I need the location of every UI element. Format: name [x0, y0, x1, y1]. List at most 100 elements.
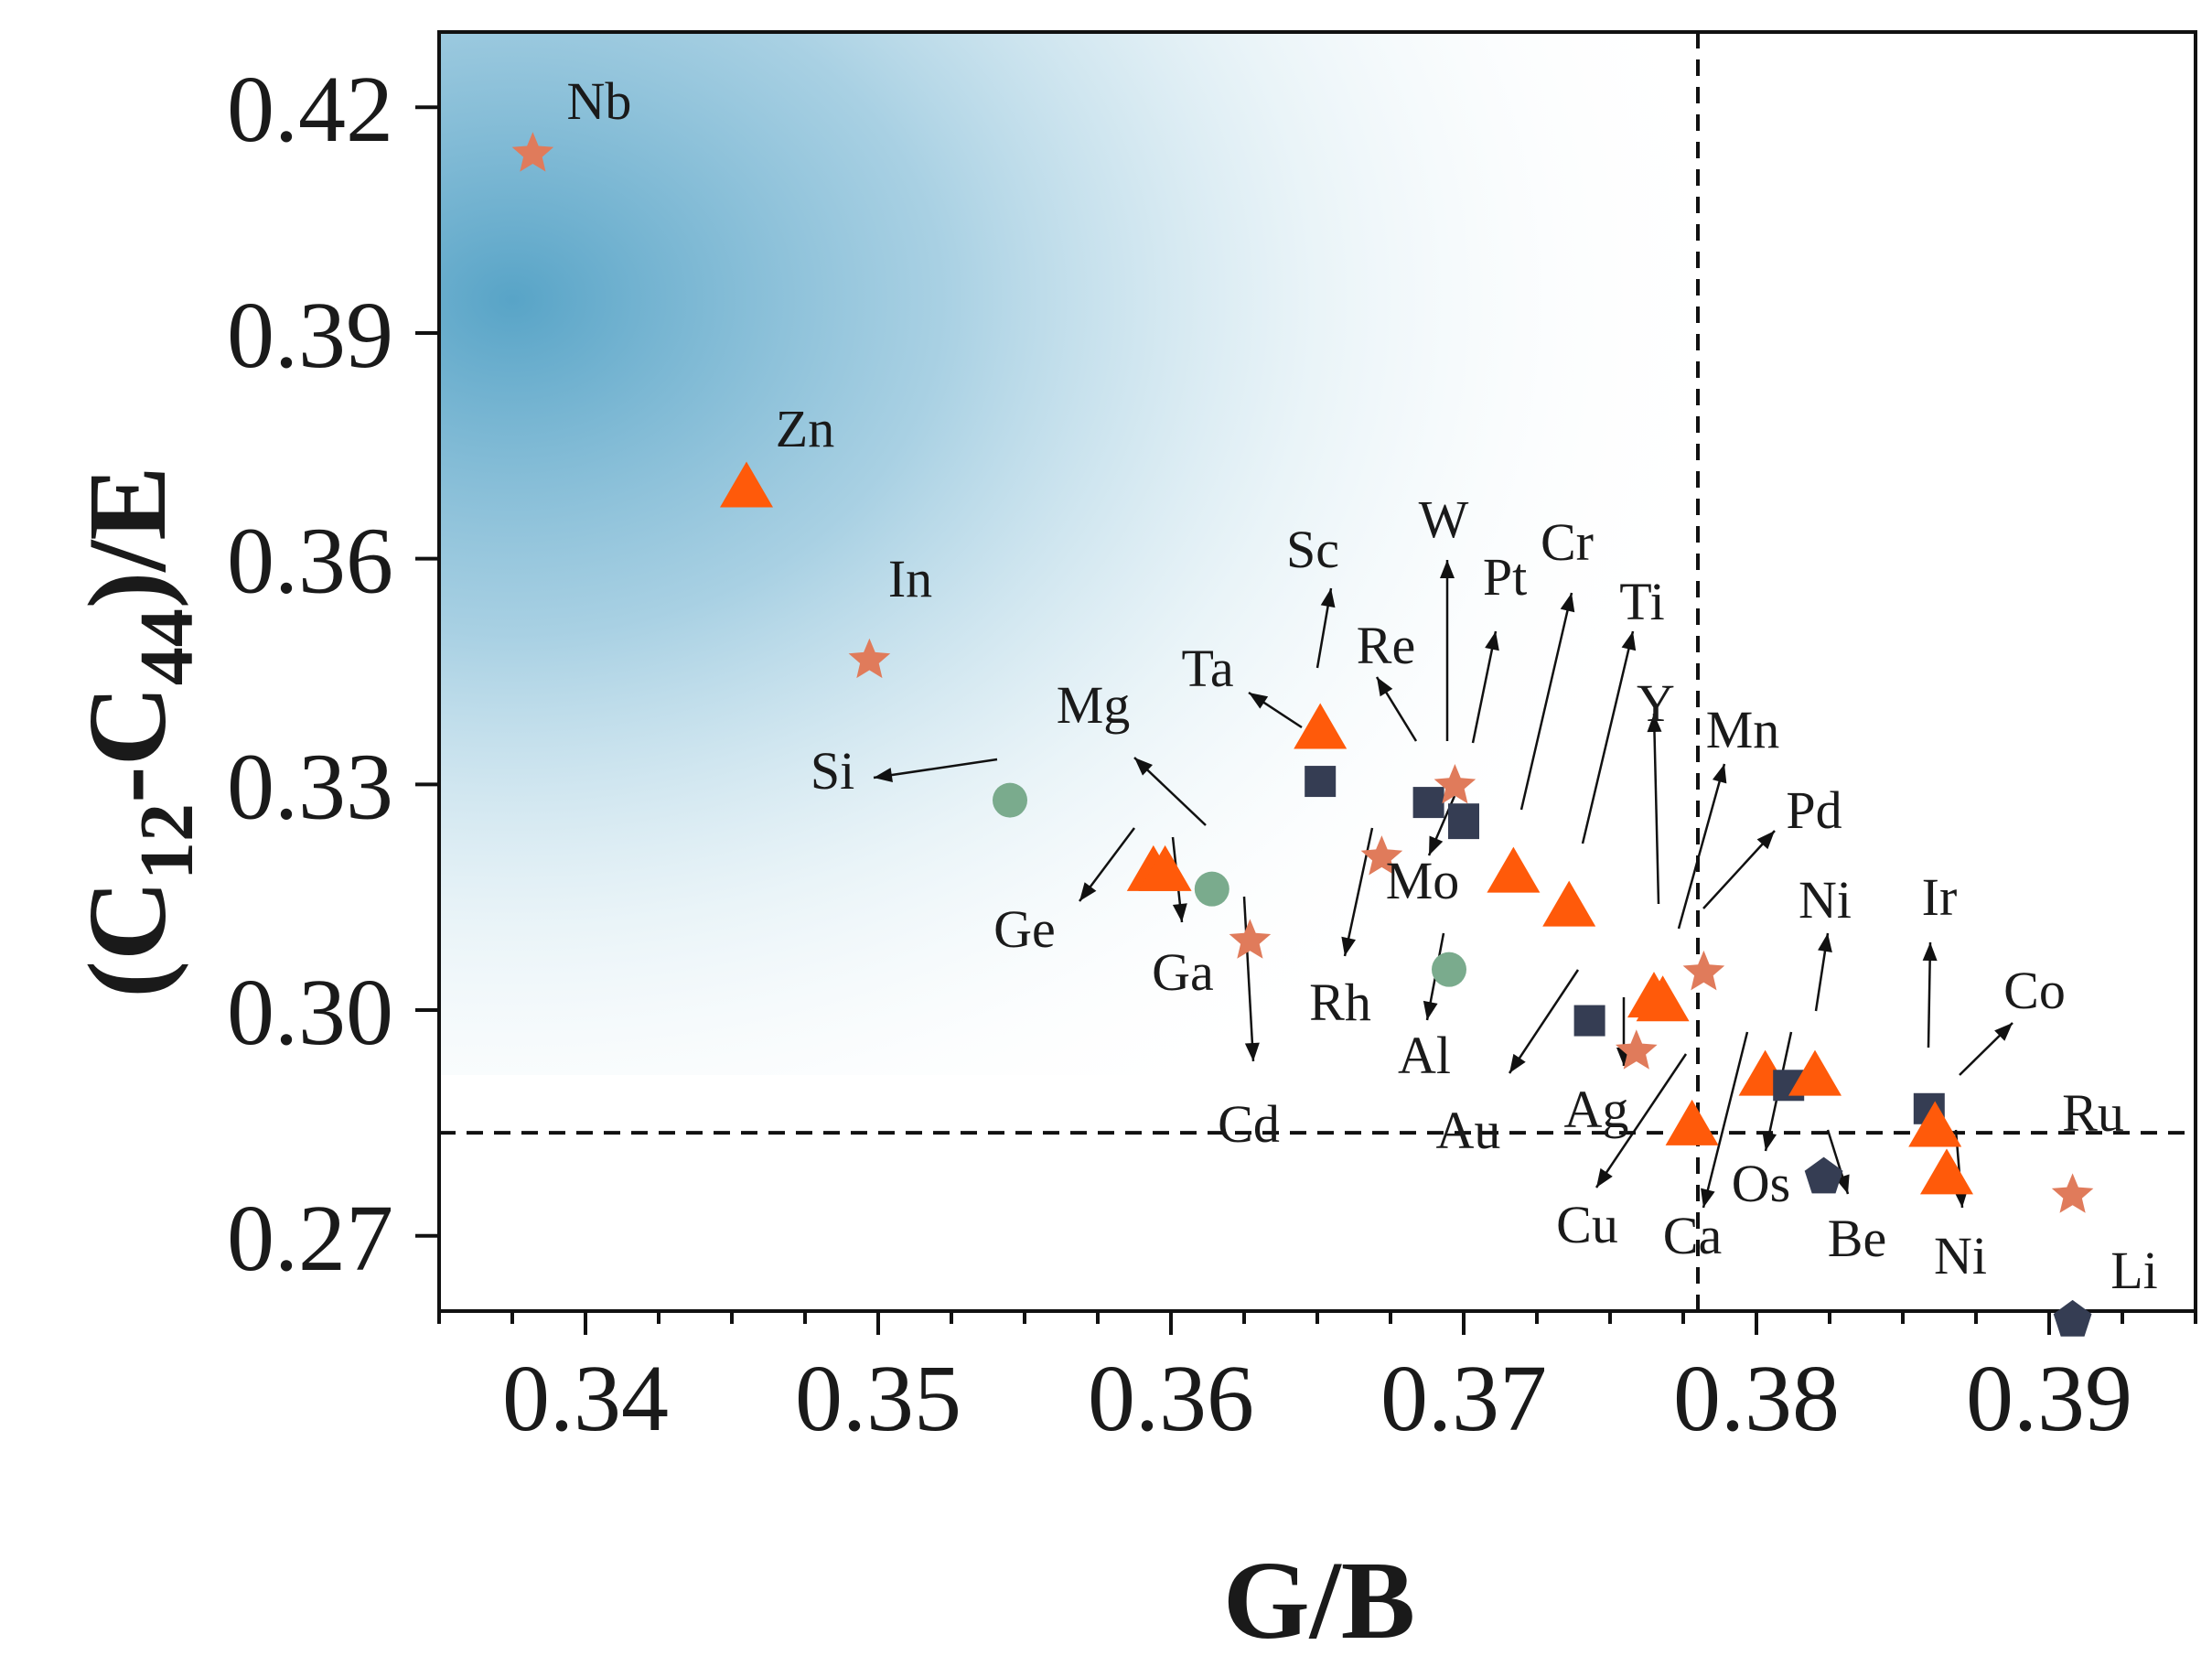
point-label-mo: Mo: [1386, 851, 1460, 910]
marker-au: [1573, 1005, 1605, 1037]
marker-ni: [1920, 1148, 1973, 1195]
annotation-arrowhead: [1249, 693, 1269, 709]
marker-sc: [1294, 703, 1348, 749]
annotation-arrow: [1508, 969, 1580, 1074]
point-label-ir: Ir: [1922, 867, 1958, 927]
marker-pt: [1448, 808, 1479, 840]
annotation-arrowhead: [1172, 903, 1187, 922]
marker-rh: [1360, 835, 1403, 876]
point-label-zn: Zn: [776, 399, 834, 458]
marker-be: [1804, 1156, 1843, 1194]
annotation-arrow: [1343, 827, 1374, 957]
annotation-arrowhead: [1762, 1131, 1777, 1151]
annotation-arrow: [1242, 896, 1255, 1062]
y-tick-label: 0.33: [227, 734, 393, 839]
y-tick-label: 0.27: [227, 1186, 393, 1291]
point-label-re: Re: [1357, 616, 1415, 675]
x-tick-label: 0.37: [1380, 1346, 1547, 1451]
point-label-co: Co: [2003, 961, 2066, 1020]
annotation-arrowhead: [1341, 936, 1357, 956]
marker-al: [1432, 952, 1466, 987]
marker-w: [1434, 764, 1476, 804]
marker-ti: [1542, 880, 1596, 927]
marker-li: [2053, 1299, 2092, 1337]
x-tick-label: 0.39: [1966, 1346, 2132, 1451]
highlight-region: [439, 32, 1697, 1075]
annotation-arrow: [1677, 763, 1726, 930]
point-label-y: Y: [1637, 673, 1675, 733]
y-tick-label: 0.39: [227, 283, 393, 388]
point-label-ag: Ag: [1564, 1080, 1629, 1139]
point-label-cd: Cd: [1218, 1094, 1280, 1154]
annotation-arrowhead: [1429, 835, 1444, 855]
point-label-pd: Pd: [1786, 780, 1842, 840]
annotation-arrowhead: [1712, 764, 1727, 784]
annotation-arrowhead: [1994, 1023, 2013, 1041]
marker-ag: [1616, 1029, 1658, 1070]
point-label-ti: Ti: [1619, 572, 1665, 631]
marker-zn: [720, 461, 773, 508]
marker-mn: [1636, 975, 1690, 1022]
annotation-arrowhead: [1320, 588, 1336, 608]
point-label-ru: Ru: [2062, 1083, 2124, 1143]
annotation-arrowhead: [1244, 1042, 1260, 1061]
annotation-arrowhead: [1647, 714, 1662, 733]
marker-ni: [1788, 1049, 1842, 1096]
annotation-arrowhead: [1756, 831, 1775, 850]
point-label-cu: Cu: [1556, 1195, 1618, 1254]
annotation-arrowhead: [1485, 631, 1499, 651]
annotation-arrowhead: [1423, 1000, 1438, 1020]
point-label-in: In: [888, 549, 932, 608]
point-label-ni: Ni: [1799, 870, 1852, 930]
marker-si: [993, 782, 1027, 818]
point-label-si: Si: [811, 741, 854, 801]
y-axis-title: (C12-C44)/E: [66, 466, 209, 997]
marker-in: [848, 638, 891, 679]
annotation-arrowhead: [1596, 1167, 1613, 1188]
point-label-ta: Ta: [1181, 639, 1233, 698]
x-tick-label: 0.34: [502, 1346, 669, 1451]
annotation-arrow: [1471, 630, 1498, 744]
y-title-tail: )/E: [66, 466, 189, 608]
point-label-pt: Pt: [1483, 547, 1527, 607]
marker-cu: [1665, 1099, 1719, 1145]
annotation-arrowhead: [1134, 758, 1154, 776]
point-label-ge: Ge: [993, 899, 1056, 959]
annotation-arrowhead: [874, 768, 893, 782]
x-axis-title: G/B: [1223, 1539, 1415, 1656]
point-label-cr: Cr: [1541, 512, 1594, 572]
annotation-arrow: [1652, 713, 1660, 905]
annotation-arrow: [1519, 592, 1573, 811]
marker-ga: [1138, 844, 1192, 891]
point-label-al: Al: [1398, 1026, 1451, 1085]
x-tick-label: 0.36: [1088, 1346, 1254, 1451]
point-label-nb: Nb: [567, 71, 632, 131]
marker-pd: [1682, 950, 1725, 991]
annotation-arrowhead: [1440, 560, 1455, 578]
annotation-arrow: [1581, 630, 1635, 844]
marker-cd: [1229, 919, 1272, 959]
point-label-mg: Mg: [1057, 675, 1131, 735]
point-label-rh: Rh: [1309, 973, 1371, 1032]
annotation-arrow: [1702, 1031, 1749, 1209]
marker-mg: [1194, 871, 1229, 907]
annotation-arrowhead: [1079, 882, 1097, 901]
point-label-os: Os: [1732, 1154, 1790, 1213]
annotation-arrowhead: [1922, 942, 1938, 962]
point-label-mn: Mn: [1706, 700, 1780, 759]
y-title-sub2: 44: [124, 608, 209, 685]
annotation-arrowhead: [1377, 677, 1393, 697]
annotation-arrowhead: [1701, 1188, 1715, 1208]
marker-re: [1412, 787, 1444, 819]
point-label-sc: Sc: [1286, 520, 1339, 579]
annotation-arrowhead: [1621, 631, 1637, 651]
point-label-be: Be: [1828, 1209, 1886, 1268]
point-label-ga: Ga: [1152, 942, 1214, 1002]
annotation-arrow: [1595, 1053, 1688, 1188]
x-tick-label: 0.35: [795, 1346, 961, 1451]
marker-cr: [1487, 846, 1541, 893]
y-title-mid: -C: [66, 685, 189, 803]
point-label-ca: Ca: [1663, 1206, 1722, 1265]
marker-co: [1908, 1101, 1962, 1147]
annotation-arrowhead: [1509, 1053, 1526, 1073]
